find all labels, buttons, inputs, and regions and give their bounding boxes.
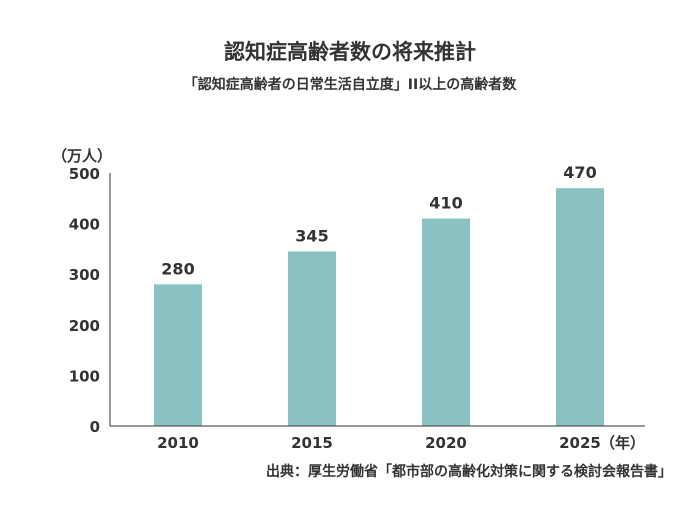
bar-value-label: 470 bbox=[563, 163, 596, 182]
bar bbox=[422, 218, 470, 426]
y-tick-label: 500 bbox=[69, 165, 100, 183]
bar bbox=[154, 284, 202, 426]
x-tick-label: 2010 bbox=[157, 434, 199, 452]
y-tick-label: 200 bbox=[69, 317, 100, 335]
x-tick-label: 2025 bbox=[559, 434, 601, 452]
y-tick-label: 100 bbox=[69, 367, 100, 385]
bar-value-label: 345 bbox=[295, 226, 328, 245]
bar-value-label: 410 bbox=[429, 194, 462, 213]
bar bbox=[288, 251, 336, 426]
chart-subtitle: 「認知症高齢者の日常生活自立度」II以上の高齢者数 bbox=[183, 77, 517, 93]
chart-title: 認知症高齢者数の将来推計 bbox=[224, 40, 476, 64]
bar bbox=[556, 188, 604, 426]
source-note: 出典：厚生労働省「都市部の高齢化対策に関する検討会報告書」 bbox=[266, 464, 672, 480]
x-tick-label: 2015 bbox=[291, 434, 333, 452]
y-tick-label: 400 bbox=[69, 216, 100, 234]
x-tick-label: 2020 bbox=[425, 434, 467, 452]
y-axis-unit-label: （万人） bbox=[52, 147, 113, 165]
bar-value-label: 280 bbox=[161, 259, 194, 278]
x-axis-unit-label: （年） bbox=[600, 434, 645, 452]
y-tick-label: 0 bbox=[90, 418, 100, 436]
y-tick-label: 300 bbox=[69, 266, 100, 284]
